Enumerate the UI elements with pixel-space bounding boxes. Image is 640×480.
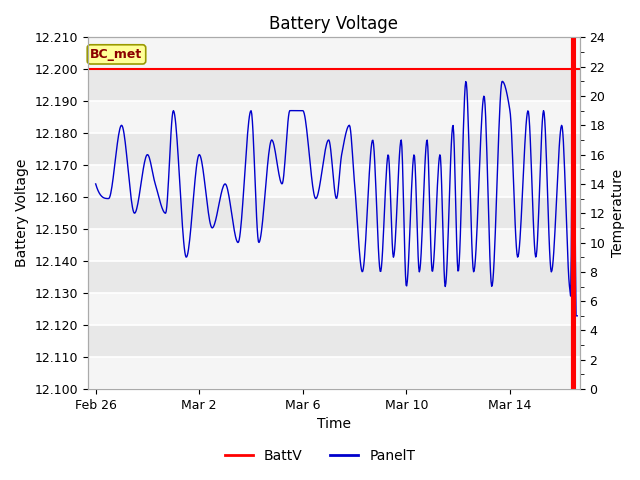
Legend: BattV, PanelT: BattV, PanelT (220, 443, 420, 468)
X-axis label: Time: Time (317, 418, 351, 432)
Text: BC_met: BC_met (90, 48, 143, 61)
Bar (88, 357, 580, 389)
Bar (88, 101, 580, 133)
Y-axis label: Battery Voltage: Battery Voltage (15, 159, 29, 267)
Y-axis label: Temperature: Temperature (611, 169, 625, 257)
Bar (88, 293, 580, 325)
Title: Battery Voltage: Battery Voltage (269, 15, 398, 33)
Bar (88, 165, 580, 197)
Bar (88, 37, 580, 69)
Bar (88, 229, 580, 261)
